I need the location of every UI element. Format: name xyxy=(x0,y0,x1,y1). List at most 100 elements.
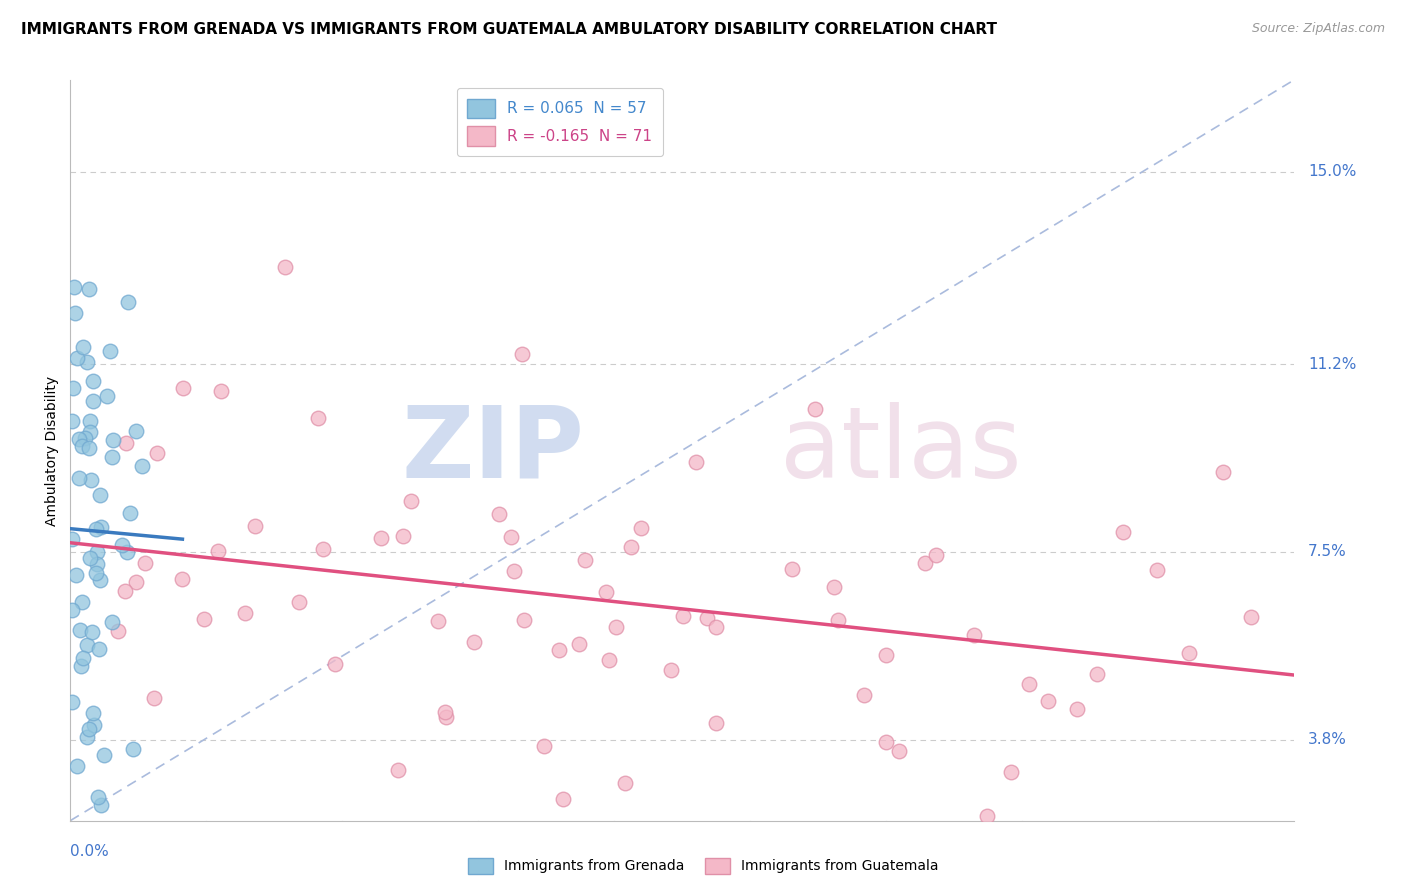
Point xyxy=(548,643,571,657)
Point xyxy=(79,414,101,428)
Point xyxy=(925,548,948,562)
Point xyxy=(84,566,107,580)
Point xyxy=(685,455,707,469)
Point xyxy=(605,620,627,634)
Point xyxy=(370,531,392,545)
Point xyxy=(89,487,111,501)
Point xyxy=(145,446,167,460)
Point xyxy=(66,351,89,365)
Text: 7.5%: 7.5% xyxy=(1308,544,1347,559)
Point xyxy=(307,410,329,425)
Point xyxy=(66,759,89,773)
Point xyxy=(503,564,526,578)
Point xyxy=(62,280,84,294)
Point xyxy=(122,742,145,756)
Point xyxy=(287,595,309,609)
Point xyxy=(70,439,93,453)
Point xyxy=(87,641,110,656)
Point xyxy=(463,635,485,649)
Point xyxy=(111,538,134,552)
Point xyxy=(79,551,101,566)
Point xyxy=(115,436,138,450)
Point xyxy=(399,494,422,508)
Point xyxy=(620,540,643,554)
Point xyxy=(193,612,215,626)
Point xyxy=(551,792,574,806)
Point xyxy=(488,507,510,521)
Point xyxy=(325,657,347,671)
Point xyxy=(118,506,141,520)
Point xyxy=(659,663,682,677)
Point xyxy=(67,433,90,447)
Point xyxy=(513,613,536,627)
Point xyxy=(82,706,104,720)
Point xyxy=(60,413,83,427)
Point xyxy=(67,471,90,485)
Point xyxy=(82,624,104,639)
Point xyxy=(1111,524,1133,539)
Text: 11.2%: 11.2% xyxy=(1308,357,1357,372)
Point xyxy=(598,652,620,666)
Point xyxy=(595,585,617,599)
Point xyxy=(115,545,138,559)
Point xyxy=(69,623,91,637)
Point xyxy=(613,776,636,790)
Point xyxy=(170,572,193,586)
Point xyxy=(100,450,122,465)
Point xyxy=(72,595,94,609)
Point xyxy=(89,798,111,813)
Point xyxy=(976,808,998,822)
Point xyxy=(87,790,110,805)
Point xyxy=(62,381,84,395)
Point xyxy=(568,636,591,650)
Point xyxy=(77,722,100,736)
Point xyxy=(79,282,101,296)
Point xyxy=(142,690,165,705)
Point xyxy=(433,705,456,719)
Point xyxy=(77,442,100,456)
Point xyxy=(1066,702,1088,716)
Point xyxy=(86,557,108,571)
Text: ZIP: ZIP xyxy=(401,402,583,499)
Point xyxy=(60,533,83,547)
Point xyxy=(83,717,105,731)
Point xyxy=(209,384,232,398)
Point xyxy=(803,402,825,417)
Point xyxy=(1085,666,1108,681)
Point xyxy=(823,580,845,594)
Point xyxy=(1212,465,1234,479)
Point xyxy=(79,425,101,439)
Point xyxy=(72,340,94,354)
Point xyxy=(125,425,148,439)
Point xyxy=(853,688,876,702)
Point xyxy=(82,374,104,388)
Point xyxy=(93,747,115,762)
Point xyxy=(499,530,522,544)
Point xyxy=(875,735,897,749)
Point xyxy=(533,739,555,754)
Text: 3.8%: 3.8% xyxy=(1308,732,1347,747)
Point xyxy=(1036,694,1059,708)
Point xyxy=(172,381,194,395)
Y-axis label: Ambulatory Disability: Ambulatory Disability xyxy=(45,376,59,525)
Point xyxy=(80,473,103,487)
Point xyxy=(131,459,153,474)
Point xyxy=(233,606,256,620)
Point xyxy=(86,544,108,558)
Point xyxy=(76,730,98,744)
Point xyxy=(392,529,415,543)
Point xyxy=(780,562,803,576)
Point xyxy=(207,544,229,558)
Point xyxy=(98,343,121,358)
Point xyxy=(101,615,124,629)
Point xyxy=(84,522,107,536)
Point xyxy=(434,710,457,724)
Point xyxy=(704,715,727,730)
Point xyxy=(60,603,83,617)
Text: IMMIGRANTS FROM GRENADA VS IMMIGRANTS FROM GUATEMALA AMBULATORY DISABILITY CORRE: IMMIGRANTS FROM GRENADA VS IMMIGRANTS FR… xyxy=(21,22,997,37)
Point xyxy=(427,614,450,628)
Point xyxy=(117,295,139,310)
Point xyxy=(1178,646,1201,660)
Point xyxy=(1146,564,1168,578)
Point xyxy=(1000,765,1022,780)
